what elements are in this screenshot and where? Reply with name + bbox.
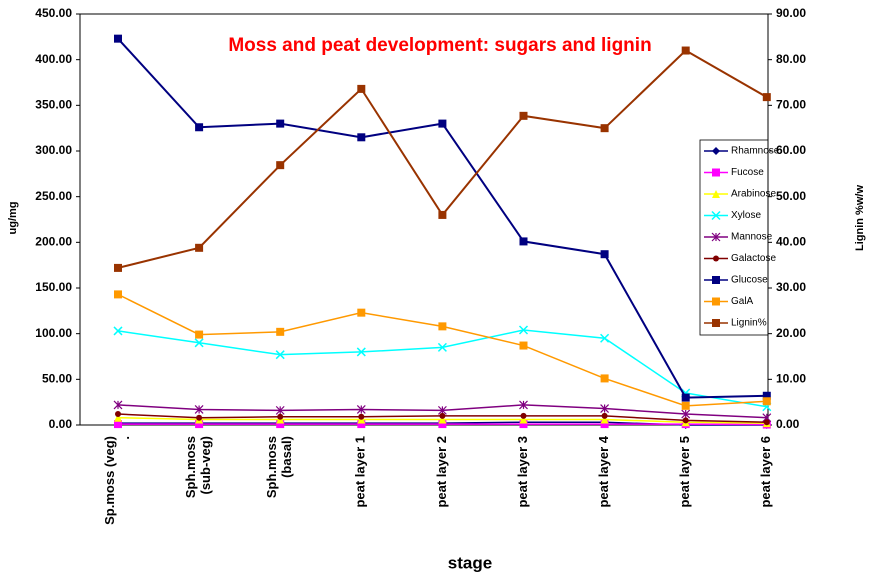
marker [521,413,527,419]
marker [763,397,771,405]
y2-tick-label: 20.00 [776,326,806,340]
marker [438,120,446,128]
marker [520,112,528,120]
x-tick-label: peat layer 5 [677,436,692,508]
marker [764,419,770,425]
marker [712,276,720,284]
x-tick-label: peat layer 1 [353,436,368,508]
marker [601,250,609,258]
y2-tick-label: 80.00 [776,52,806,66]
x-tick-label: peat layer 2 [434,436,449,508]
marker [439,413,445,419]
marker [682,47,690,55]
y-tick-label: 100.00 [35,326,72,340]
y-axis-label: ug/mg [7,202,19,235]
x-axis-label: stage [448,553,492,572]
marker [713,256,719,262]
marker [276,328,284,336]
marker [682,394,690,402]
y2-tick-label: 10.00 [776,372,806,386]
marker [115,411,121,417]
marker [438,211,446,219]
plot-frame [80,14,768,425]
x-tick-label: peat layer 3 [515,436,530,508]
y2-tick-label: 0.00 [776,417,800,431]
marker [114,290,122,298]
legend-label: GalA [731,296,754,307]
marker [601,124,609,132]
series-line [118,294,767,405]
marker [712,298,720,306]
marker [195,123,203,131]
y-tick-label: 250.00 [35,189,72,203]
legend-label: Lignin% [731,318,767,329]
legend-label: Xylose [731,210,761,221]
marker [195,331,203,339]
y-tick-label: 450.00 [35,6,72,20]
y2-tick-label: 30.00 [776,280,806,294]
marker [682,402,690,410]
y2-tick-label: 90.00 [776,6,806,20]
marker [357,133,365,141]
marker [712,319,720,327]
marker [358,414,364,420]
marker [277,414,283,420]
x-tick-label: (sub-veg) [198,436,213,495]
marker [196,415,202,421]
marker [763,93,771,101]
legend-label: Mannose [731,232,773,243]
marker [276,161,284,169]
marker [114,35,122,43]
x-tick-label: Sph.moss [264,436,279,498]
marker [520,342,528,350]
y-tick-label: 350.00 [35,98,72,112]
marker [114,264,122,272]
x-tick-label: peat layer 4 [596,435,611,507]
marker [683,417,689,423]
y2-axis-label: Lignin %w/w [854,185,866,251]
marker [438,322,446,330]
legend-label: Glucose [731,275,768,286]
y2-tick-label: 60.00 [776,143,806,157]
x-tick-label: Sph.moss [183,436,198,498]
y-tick-label: 400.00 [35,52,72,66]
x-tick-label: (basal) [279,436,294,478]
marker [195,244,203,252]
series-line [118,51,767,268]
y2-tick-label: 50.00 [776,189,806,203]
y-tick-label: 50.00 [42,372,72,386]
legend-label: Galactose [731,253,776,264]
y2-tick-label: 70.00 [776,98,806,112]
marker [712,169,720,177]
marker [357,85,365,93]
chart-title: Moss and peat development: sugars and li… [228,35,651,56]
legend-label: Rhamnose [731,146,780,157]
y-tick-label: 150.00 [35,280,72,294]
marker [276,120,284,128]
marker [601,374,609,382]
x-tick-label: Sp.moss (veg) [102,436,117,525]
y-tick-label: 0.00 [49,417,73,431]
x-tick-label: . [117,436,132,440]
marker [602,413,608,419]
marker [520,237,528,245]
marker [357,309,365,317]
y-tick-label: 300.00 [35,143,72,157]
y-tick-label: 200.00 [35,235,72,249]
x-tick-label: peat layer 6 [758,436,773,508]
legend-label: Arabinose [731,189,776,200]
y2-tick-label: 40.00 [776,235,806,249]
legend-label: Fucose [731,167,764,178]
